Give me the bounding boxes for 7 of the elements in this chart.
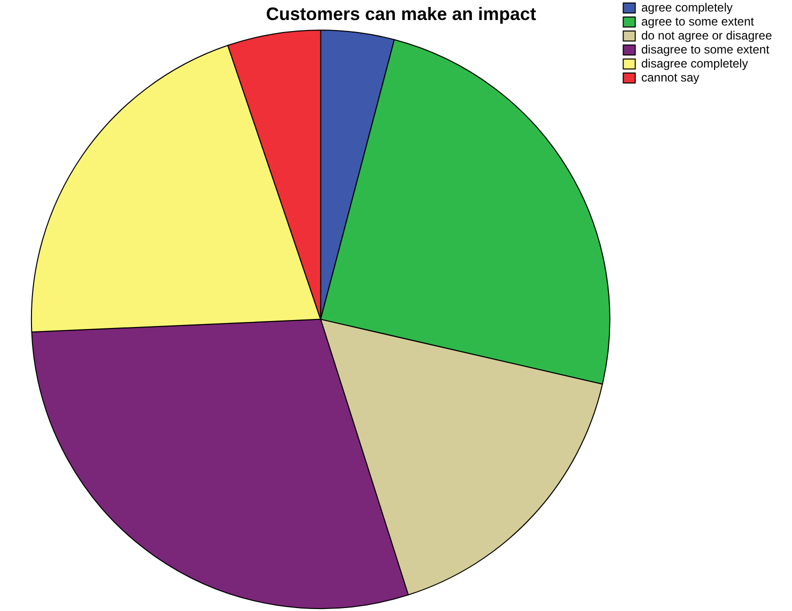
chart-title: Customers can make an impact: [266, 4, 536, 24]
legend-label: do not agree or disagree: [641, 28, 772, 42]
legend-label: cannot say: [641, 70, 700, 84]
legend-label: disagree completely: [641, 56, 748, 70]
legend-label: agree to some extent: [641, 14, 755, 28]
legend-label: agree completely: [641, 0, 733, 14]
legend-label: disagree to some extent: [641, 42, 770, 56]
